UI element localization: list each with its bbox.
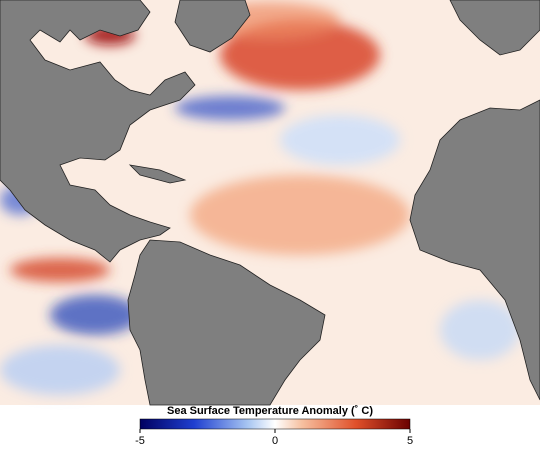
caribbean [128,164,187,184]
colorbar-ticks: -5 0 5 [135,429,413,447]
south-america [127,239,326,406]
north-america [0,0,196,263]
tick-label: -5 [135,435,145,447]
colorbar [139,418,411,430]
greenland [174,0,251,53]
scandinavia [449,0,540,56]
tick-label: 0 [272,435,278,447]
map [0,0,540,406]
tick-label: 5 [407,435,413,447]
africa [409,99,540,401]
legend-title: Sea Surface Temperature Anomaly (˚ C) [167,405,373,417]
